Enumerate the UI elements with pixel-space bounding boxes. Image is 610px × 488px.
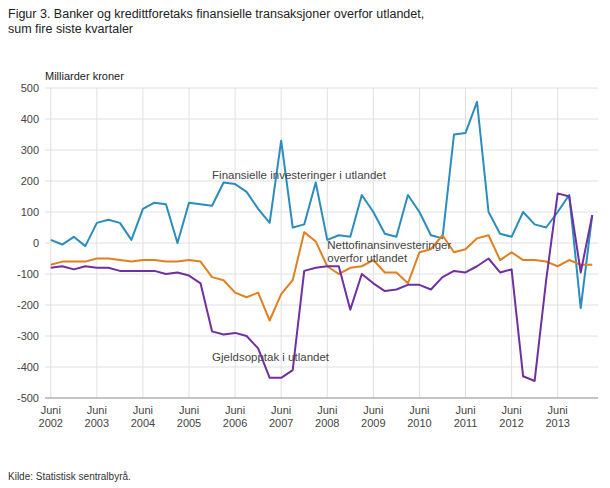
y-tick-label: -500 [17, 392, 39, 404]
series-group [51, 102, 592, 381]
y-grid-line [45, 336, 598, 337]
chart: Figur 3. Banker og kredittforetaks finan… [0, 0, 610, 488]
x-grid-line [142, 88, 143, 398]
x-axis-line [45, 398, 598, 399]
y-axis-label: Milliarder kroner [45, 70, 124, 82]
x-tick-label: Juni2007 [269, 404, 293, 429]
y-tick-label: -400 [17, 361, 39, 373]
y-tick-label: 200 [21, 175, 39, 187]
x-tick-label: Juni2005 [177, 404, 201, 429]
title: Figur 3. Banker og kredittforetaks finan… [8, 7, 424, 36]
y-tick-label: 400 [21, 113, 39, 125]
source: Kilde: Statistisk sentralbyrå. [8, 471, 131, 482]
x-grid-line [557, 88, 558, 398]
x-tick-label: Juni2012 [499, 404, 523, 429]
x-tick-label: Juni2013 [545, 404, 569, 429]
x-tick-label: Juni2008 [315, 404, 339, 429]
x-tick-label: Juni2003 [85, 404, 109, 429]
y-grid-line [45, 367, 598, 368]
y-grid-line [45, 150, 598, 151]
annotation: Gjeldsopptak i utlandet [212, 351, 330, 363]
y-tick-label: -300 [17, 330, 39, 342]
y-tick-label: 500 [21, 82, 39, 94]
annotation: Finansielle investeringer i utlandet [212, 169, 387, 181]
x-tick-label: Juni2004 [131, 404, 155, 429]
x-grid-line [96, 88, 97, 398]
grid [45, 88, 598, 398]
y-tick-label: 100 [21, 206, 39, 218]
x-tick-label: Juni2009 [361, 404, 385, 429]
y-tick-label: 0 [33, 237, 39, 249]
x-grid-line [465, 88, 466, 398]
y-grid-line [45, 243, 598, 244]
y-grid-line [45, 119, 598, 120]
y-tick-label: -200 [17, 299, 39, 311]
x-tick-label: Juni2002 [39, 404, 63, 429]
series-line [51, 232, 592, 320]
y-grid-line [45, 274, 598, 275]
annotation: Nettofinansinvesteringeroverfor utlandet [327, 239, 451, 264]
series-line [51, 102, 592, 308]
x-tick-label: Juni2011 [454, 404, 478, 429]
x-tick-label: Juni2010 [407, 404, 431, 429]
series-line [51, 193, 592, 381]
x-grid-line [511, 88, 512, 398]
x-tick-label: Juni2006 [223, 404, 247, 429]
y-grid-line [45, 398, 598, 399]
x-grid-line [50, 88, 51, 398]
y-grid-line [45, 88, 598, 89]
y-tick-label: 300 [21, 144, 39, 156]
y-tick-label: -100 [17, 268, 39, 280]
x-grid-line [189, 88, 190, 398]
